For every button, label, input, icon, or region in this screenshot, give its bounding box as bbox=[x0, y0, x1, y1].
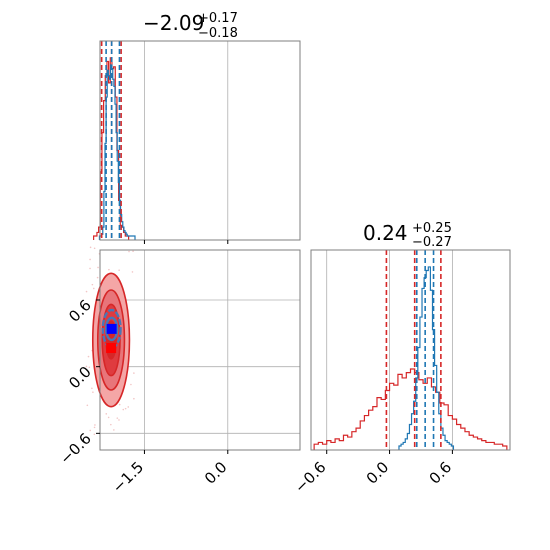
p1-hist-blue bbox=[98, 64, 136, 240]
p2-hist-red bbox=[313, 368, 508, 450]
p2-title-value: 0.24 bbox=[363, 221, 408, 245]
joint-frame bbox=[99, 249, 301, 451]
joint-sample-point bbox=[96, 276, 99, 279]
joint-sample-point bbox=[97, 266, 99, 269]
joint-sample-point bbox=[91, 283, 94, 286]
joint-sample-point bbox=[133, 397, 135, 400]
joint-red-peak-marker bbox=[106, 343, 117, 353]
joint-sample-point bbox=[107, 416, 110, 419]
joint-sample-point bbox=[91, 387, 93, 390]
p1-title-value: −2.09 bbox=[143, 11, 204, 35]
joint-sample-point bbox=[128, 250, 130, 253]
joint-sample-point bbox=[92, 287, 95, 290]
joint-sample-point bbox=[87, 355, 90, 358]
p1-marginal-panel bbox=[93, 40, 301, 244]
joint-sample-point bbox=[118, 419, 120, 421]
p1-p2-joint-panel: −1.5 0.0 −0.6 0.0 0.6 bbox=[56, 246, 301, 497]
joint-sample-point bbox=[89, 258, 91, 261]
joint-sample-point bbox=[86, 404, 89, 407]
joint-sample-point bbox=[116, 417, 119, 419]
joint-blue-peak-marker bbox=[106, 323, 117, 334]
joint-sample-point bbox=[132, 250, 134, 253]
joint-sample-point bbox=[118, 403, 121, 406]
joint-sample-point bbox=[94, 424, 96, 426]
joint-sample-point bbox=[89, 246, 92, 249]
p2-title-sup: +0.25 bbox=[412, 221, 452, 236]
p1-frame bbox=[99, 40, 301, 241]
p2-xtick-label-1: 0.0 bbox=[363, 458, 393, 488]
joint-sample-point bbox=[108, 268, 110, 271]
p1-title-sup: +0.17 bbox=[198, 11, 238, 26]
joint-blue-contour-0 bbox=[101, 308, 122, 349]
joint-sample-point bbox=[110, 423, 112, 426]
p2-title: 0.24 +0.25 −0.27 bbox=[363, 221, 452, 250]
joint-sample-point bbox=[124, 407, 127, 410]
joint-sample-point bbox=[85, 290, 88, 293]
joint-sample-point bbox=[130, 383, 132, 386]
p1-title: −2.09 +0.17 −0.18 bbox=[143, 11, 238, 41]
joint-sample-point bbox=[131, 271, 134, 273]
joint-sample-point bbox=[93, 433, 96, 436]
joint-sample-point bbox=[105, 413, 108, 415]
p2-frame bbox=[310, 249, 511, 451]
joint-xtick-label-0: −1.5 bbox=[109, 458, 147, 496]
joint-sample-point bbox=[92, 391, 94, 393]
joint-sample-point bbox=[93, 247, 96, 250]
joint-blue-contour-1 bbox=[104, 316, 119, 342]
p2-marginal-panel: −0.6 0.0 0.6 bbox=[291, 249, 511, 497]
joint-sample-point bbox=[133, 372, 135, 374]
joint-sample-point bbox=[89, 429, 92, 432]
joint-xtick-label-1: 0.0 bbox=[201, 458, 231, 488]
p2-xtick-label-0: −0.6 bbox=[291, 458, 329, 496]
p2-xtick-label-2: 0.6 bbox=[426, 458, 456, 488]
joint-ytick-label-1: 0.0 bbox=[65, 363, 95, 393]
joint-ytick-label-2: 0.6 bbox=[65, 296, 95, 326]
joint-sample-point bbox=[88, 366, 91, 369]
joint-sample-point bbox=[85, 365, 88, 368]
p2-hist-blue bbox=[398, 266, 455, 450]
p1-title-sub: −0.18 bbox=[198, 26, 238, 41]
joint-sample-point bbox=[93, 426, 96, 429]
joint-sample-point bbox=[118, 269, 120, 271]
joint-sample-point bbox=[127, 406, 130, 408]
joint-sample-point bbox=[89, 267, 91, 270]
joint-sample-point bbox=[122, 408, 125, 411]
p2-title-sub: −0.27 bbox=[412, 235, 452, 250]
joint-ytick-label-0: −0.6 bbox=[56, 429, 94, 467]
joint-sample-point bbox=[113, 429, 115, 431]
